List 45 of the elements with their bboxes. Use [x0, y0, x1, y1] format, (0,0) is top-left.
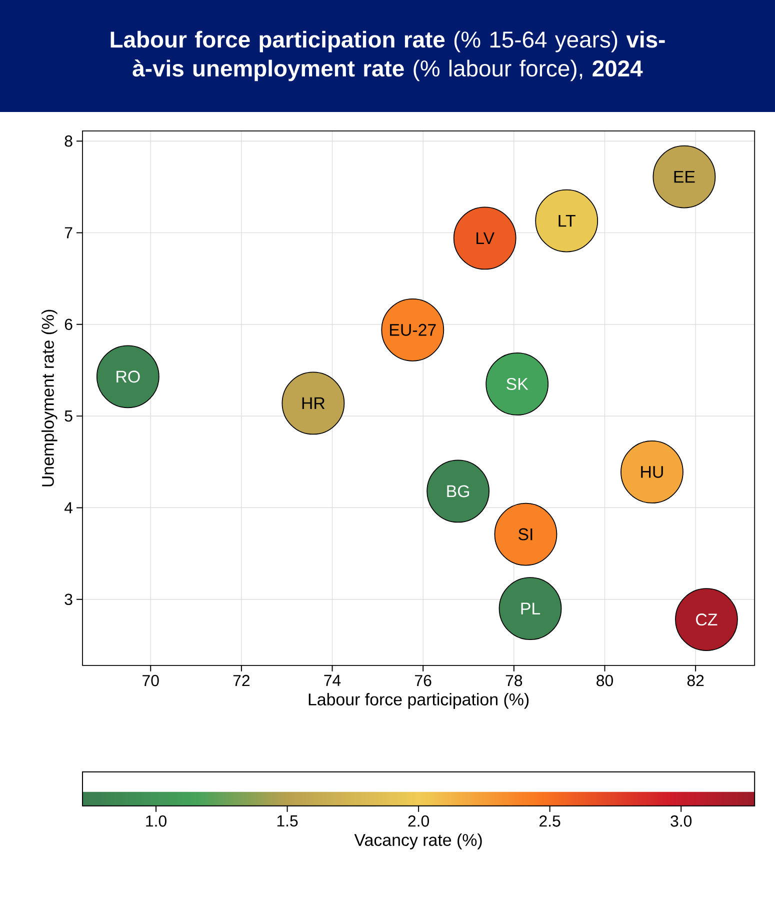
color-bar-label: 1.0 [146, 815, 166, 827]
point [96, 345, 160, 408]
point [486, 352, 549, 416]
color-bar-label: 2.5 [540, 815, 560, 827]
y-tick-label: 4 [64, 502, 73, 514]
color-bar-label: 1.5 [277, 815, 298, 827]
x-tick-label: 80 [596, 674, 613, 686]
annotation: LV [476, 232, 495, 244]
y-tick-label: 3 [64, 594, 72, 606]
x-tick-label: 74 [324, 674, 341, 686]
annotation: RO [116, 370, 140, 383]
x-tick-label: 72 [233, 674, 250, 686]
point [426, 460, 490, 523]
point [498, 577, 562, 640]
x-tick-label: 78 [506, 674, 522, 686]
annotation: CZ [696, 614, 718, 626]
annotation: HU [641, 466, 663, 478]
point [620, 440, 684, 504]
x-tick-label: 82 [687, 674, 704, 686]
color-bar-label: 3.0 [670, 815, 692, 827]
x-tick-label: 76 [415, 674, 432, 686]
point [535, 189, 598, 252]
annotation: SI [518, 528, 532, 540]
point [675, 588, 738, 652]
x-tick-label: 70 [142, 674, 159, 686]
point [282, 372, 345, 435]
annotation: EU-27 [390, 324, 436, 336]
annotation: EE [674, 170, 695, 183]
annotation: SK [506, 378, 528, 390]
y-tick-label: 5 [64, 410, 72, 422]
chart-title: Labour force participation rate (% 15-64 years) vis-à-vis unemployment rate (% labour force), 2024 [110, 30, 665, 82]
color-bar-title: Vacancy rate (%) [354, 834, 482, 850]
annotation: BG [447, 485, 470, 498]
y-axis-title: Unemployment rate (%) [41, 310, 58, 486]
annotation: LT [558, 214, 576, 227]
point [453, 206, 516, 270]
point [652, 145, 716, 208]
annotation: HR [302, 397, 325, 410]
annotation: PL [521, 602, 540, 614]
color-bar-label: 2.0 [408, 815, 429, 827]
y-tick-label: 6 [64, 318, 72, 330]
x-axis-title: Labour force participation (%) [308, 693, 529, 709]
point [494, 502, 558, 566]
y-tick-label: 7 [64, 227, 72, 238]
y-tick-label: 8 [64, 135, 72, 147]
